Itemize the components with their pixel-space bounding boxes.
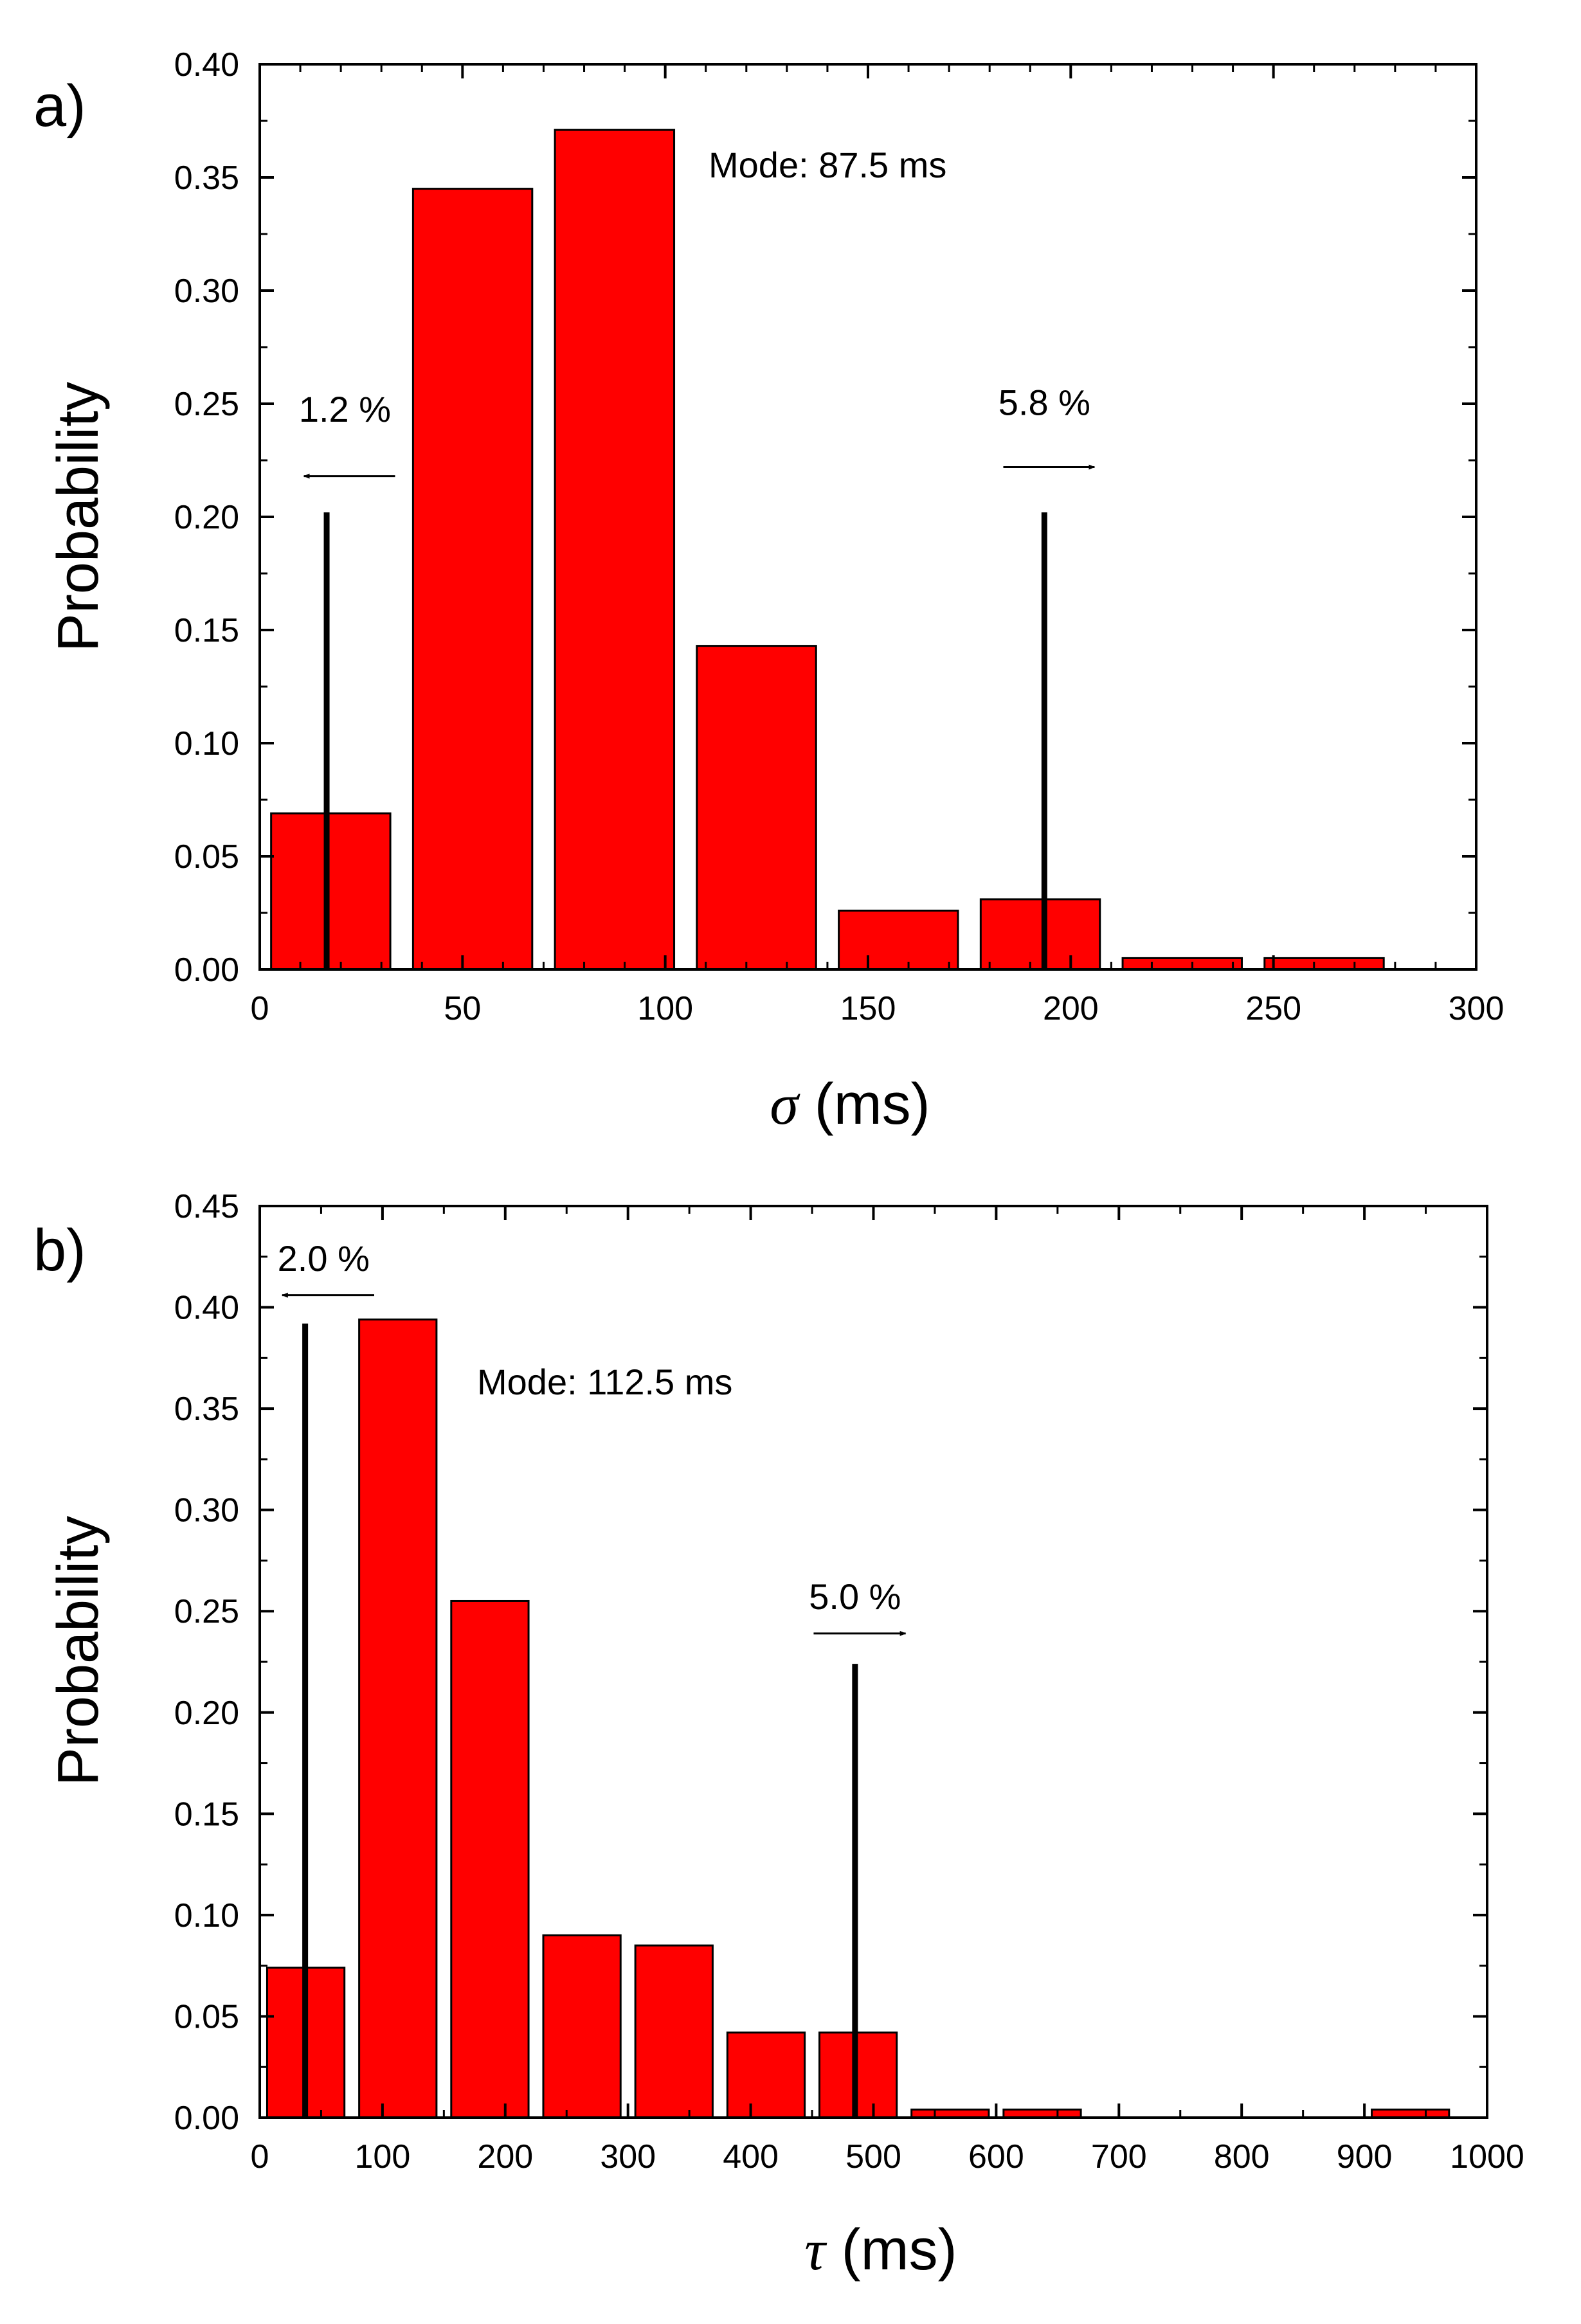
y-axis-title: Probability	[46, 382, 111, 652]
x-tick-label: 100	[637, 990, 693, 1027]
y-tick-label: 0.05	[174, 838, 239, 876]
y-tick-label: 0.35	[174, 159, 239, 197]
x-tick-label: 500	[845, 2138, 901, 2175]
y-tick-label: 0.40	[174, 1290, 239, 1327]
y-tick-label: 0.15	[174, 612, 239, 649]
x-tick-label: 200	[1043, 990, 1099, 1027]
x-tick-label: 300	[1449, 990, 1504, 1027]
mode-annotation: Mode: 87.5 ms	[709, 145, 946, 185]
y-tick-label: 0.05	[174, 1998, 239, 2035]
x-tick-label: 300	[600, 2138, 656, 2175]
x-tick-label: 800	[1214, 2138, 1270, 2175]
x-tick-label: 100	[355, 2138, 411, 2175]
plot-frame	[258, 1205, 1488, 2119]
y-tick-label: 0.25	[174, 386, 239, 423]
histogram-bar	[542, 1934, 622, 2119]
histogram-bar	[818, 2031, 898, 2119]
histogram-bar	[726, 2031, 806, 2119]
x-axis-symbol: σ	[770, 1073, 800, 1137]
y-tick-label: 0.00	[174, 2100, 239, 2137]
cutoff-percentage-label: 2.0 %	[278, 1238, 370, 1279]
x-tick-label: 50	[444, 990, 481, 1027]
histogram-bar	[634, 1944, 714, 2119]
y-tick-label: 0.00	[174, 951, 239, 989]
histogram-bar	[1263, 957, 1385, 971]
cutoff-percentage-label: 5.0 %	[809, 1576, 901, 1617]
histogram-bar	[1121, 957, 1243, 971]
x-axis-title: τ (ms)	[804, 2218, 957, 2282]
x-tick-label: 0	[251, 2138, 269, 2175]
cutoff-percentage-label: 1.2 %	[299, 389, 391, 429]
chart-panel-b: 0 100 200 300 400 500 600 700 800 900 1000 0.00 0.05…	[33, 1188, 1524, 2282]
y-tick-label: 0.20	[174, 499, 239, 536]
histogram-bar	[411, 188, 534, 971]
panel-label: a)	[33, 73, 86, 139]
x-tick-label: 700	[1091, 2138, 1147, 2175]
y-tick-label: 0.35	[174, 1391, 239, 1428]
x-tick-label: 900	[1337, 2138, 1393, 2175]
y-tick-label: 0.40	[174, 46, 239, 84]
histogram-bar	[979, 898, 1101, 971]
x-axis-title: σ (ms)	[770, 1072, 930, 1137]
x-tick-label: 0	[251, 990, 269, 1027]
y-tick-label: 0.30	[174, 273, 239, 310]
y-tick-label: 0.10	[174, 1897, 239, 1934]
x-axis-symbol: τ	[804, 2219, 827, 2282]
chart-panel-a: 0 50 100 150 200 250 300 0.00 0.05 0.10 0.15 0.20 0.…	[33, 46, 1504, 1137]
y-tick-label: 0.45	[174, 1188, 239, 1225]
y-tick-label: 0.10	[174, 725, 239, 762]
y-tick-label: 0.30	[174, 1492, 239, 1529]
y-axis-title: Probability	[46, 1516, 111, 1786]
y-tick-label: 0.20	[174, 1695, 239, 1732]
x-axis-unit: (ms)	[826, 2218, 957, 2282]
histogram-bar	[270, 812, 392, 971]
x-tick-label: 200	[477, 2138, 533, 2175]
mode-annotation: Mode: 112.5 ms	[477, 1362, 732, 1402]
x-tick-label: 400	[723, 2138, 779, 2175]
x-tick-label: 1000	[1450, 2138, 1524, 2175]
x-tick-label: 150	[840, 990, 896, 1027]
x-tick-label: 250	[1245, 990, 1301, 1027]
y-tick-label: 0.25	[174, 1593, 239, 1630]
panel-label: b)	[33, 1218, 86, 1283]
histogram-bar	[696, 645, 817, 971]
x-axis-unit: (ms)	[799, 1072, 930, 1137]
y-tick-label: 0.15	[174, 1796, 239, 1833]
histogram-bar	[450, 1599, 530, 2119]
histogram-bar	[838, 909, 959, 971]
cutoff-percentage-label: 5.8 %	[998, 383, 1090, 423]
histogram-bar	[554, 129, 676, 971]
x-tick-label: 600	[968, 2138, 1024, 2175]
histogram-bar	[358, 1318, 438, 2119]
